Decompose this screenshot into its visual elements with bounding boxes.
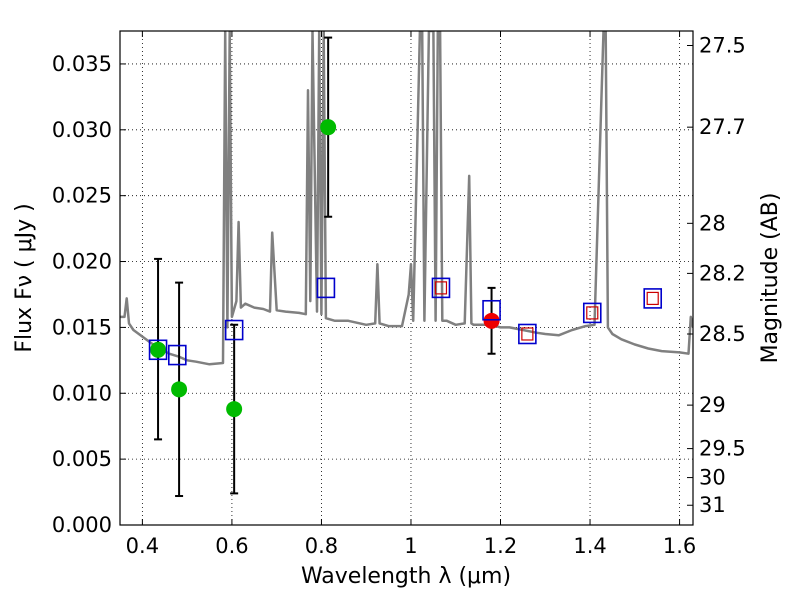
x-tick-label: 1.4 xyxy=(573,534,606,558)
y-tick-label: 0.025 xyxy=(52,184,112,208)
y2-tick-label: 28 xyxy=(699,211,726,235)
model-point-inner xyxy=(521,327,534,341)
model-point xyxy=(482,299,501,321)
spectrum-layer xyxy=(120,31,693,366)
plot-frame xyxy=(119,30,694,526)
x-axis-label: Wavelength λ (μm) xyxy=(301,564,511,589)
y-tick-label: 0.020 xyxy=(52,250,112,274)
model-point xyxy=(224,319,244,341)
model-point-inner xyxy=(586,306,599,320)
x-tick-label: 0.6 xyxy=(215,534,248,558)
model-point-inner xyxy=(434,281,448,295)
x-tick-label: 1.2 xyxy=(484,534,517,558)
model-point xyxy=(431,277,451,299)
y2-tick-label: 27.7 xyxy=(699,115,746,139)
y-tick-label: 0.010 xyxy=(52,381,112,405)
data-point xyxy=(320,119,337,136)
data-point xyxy=(171,381,188,398)
model-point xyxy=(582,302,602,324)
y-axis-label: Flux Fν ( μJy ) xyxy=(12,203,37,352)
y2-axis-label: Magnitude (AB) xyxy=(758,193,783,364)
y-tick-label: 0.000 xyxy=(52,513,112,537)
y2-tick-label: 27.5 xyxy=(699,33,746,57)
y2-tick-label: 28.2 xyxy=(699,261,746,285)
model-point xyxy=(518,323,537,345)
y-tick-label: 0.015 xyxy=(52,315,112,339)
y2-tick-label: 30 xyxy=(699,466,726,490)
y-tick-label: 0.035 xyxy=(52,52,112,76)
y-tick-label: 0.005 xyxy=(52,447,112,471)
y2-tick-label: 29.5 xyxy=(699,437,746,461)
x-tick-label: 1 xyxy=(404,534,417,558)
y2-tick-label: 28.5 xyxy=(699,322,746,346)
y-tick-label: 0.030 xyxy=(52,118,112,142)
spectrum-line xyxy=(120,31,693,366)
model-point xyxy=(148,339,168,361)
model-point xyxy=(168,344,187,366)
data-point xyxy=(226,401,243,418)
data-point xyxy=(483,312,500,329)
model-point xyxy=(316,277,336,299)
y2-tick-label: 29 xyxy=(699,393,726,417)
x-tick-label: 0.8 xyxy=(305,534,338,558)
data-point xyxy=(150,341,167,358)
axes: 0.4 0.6 0.8 1 1.2 1.4 1.6 0.000 0.005 0.010 0.015 0… xyxy=(52,31,746,558)
x-tick-label: 0.4 xyxy=(126,534,159,558)
x-tick-label: 1.6 xyxy=(663,534,696,558)
y2-tick-label: 31 xyxy=(699,493,726,517)
model-point-inner xyxy=(646,291,659,306)
plot-area xyxy=(120,31,693,525)
model-point xyxy=(643,288,663,309)
marker-layer xyxy=(148,119,663,418)
